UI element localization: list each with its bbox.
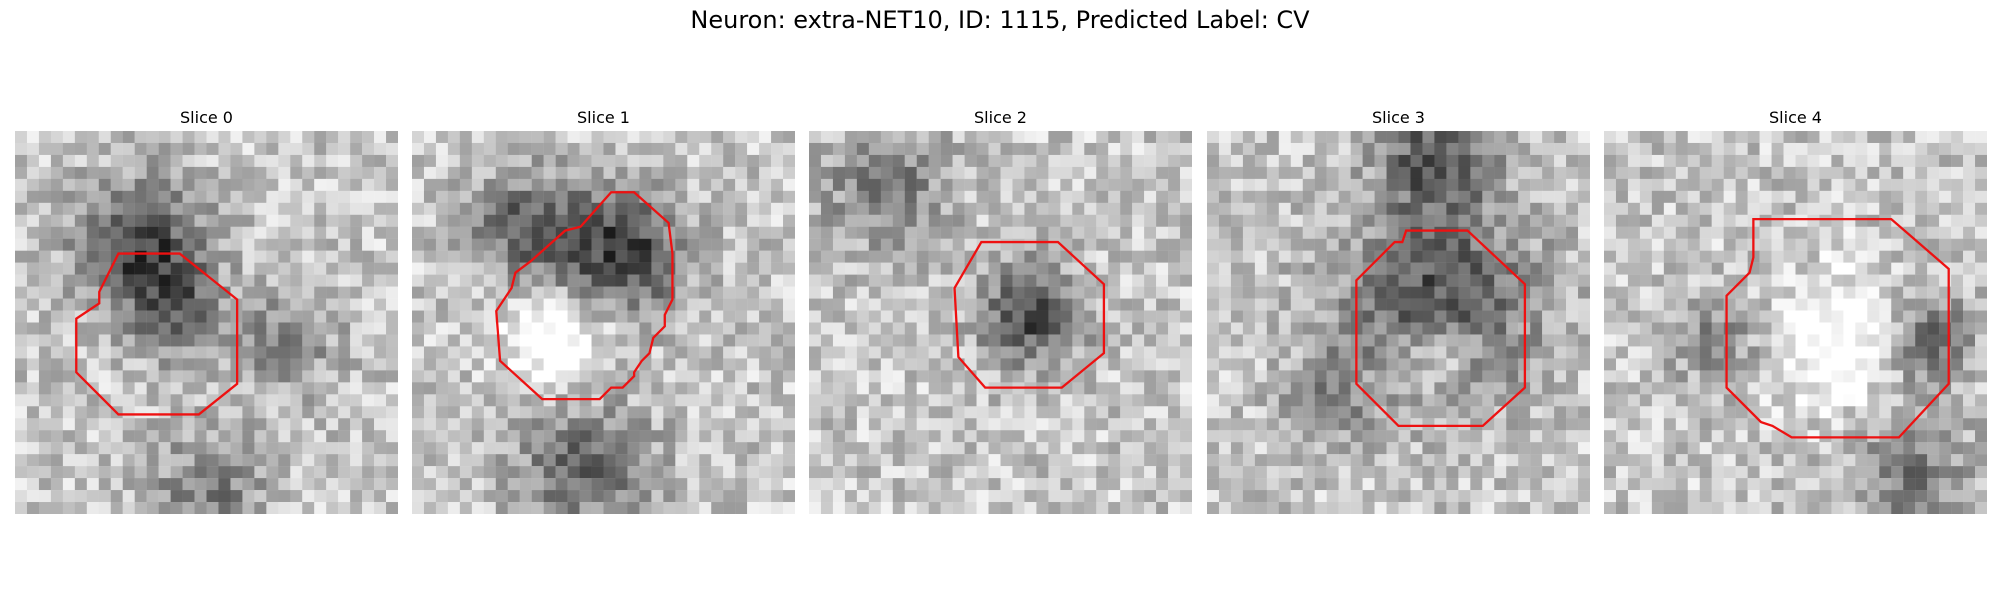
slice-panel-2: Slice 2 bbox=[809, 107, 1192, 514]
slice-panel-0: Slice 0 bbox=[15, 107, 398, 514]
slice-title-3: Slice 3 bbox=[1372, 108, 1425, 127]
micrograph-pixels bbox=[809, 131, 1192, 514]
segmentation-contour bbox=[1355, 229, 1527, 428]
slice-title-2: Slice 2 bbox=[974, 108, 1027, 127]
micrograph-pixels bbox=[1207, 131, 1590, 514]
slice-panel-3: Slice 3 bbox=[1207, 107, 1590, 514]
slice-image-0 bbox=[15, 131, 398, 514]
segmentation-contour bbox=[75, 252, 239, 416]
slice-image-2 bbox=[809, 131, 1192, 514]
micrograph-pixels bbox=[1604, 131, 1987, 514]
micrograph-pixels bbox=[15, 131, 398, 514]
slice-image-3 bbox=[1207, 131, 1590, 514]
slice-title-4: Slice 4 bbox=[1769, 108, 1822, 127]
segmentation-contour bbox=[953, 240, 1106, 389]
slice-image-1 bbox=[412, 131, 795, 514]
slice-panel-1: Slice 1 bbox=[412, 107, 795, 514]
slice-title-1: Slice 1 bbox=[577, 108, 630, 127]
segmentation-contour bbox=[1725, 217, 1950, 439]
slice-panel-4: Slice 4 bbox=[1604, 107, 1987, 514]
figure-title: Neuron: extra-NET10, ID: 1115, Predicted… bbox=[690, 6, 1310, 34]
slice-image-4 bbox=[1604, 131, 1987, 514]
micrograph-pixels bbox=[412, 131, 795, 514]
slice-title-0: Slice 0 bbox=[180, 108, 233, 127]
segmentation-contour bbox=[495, 191, 674, 401]
